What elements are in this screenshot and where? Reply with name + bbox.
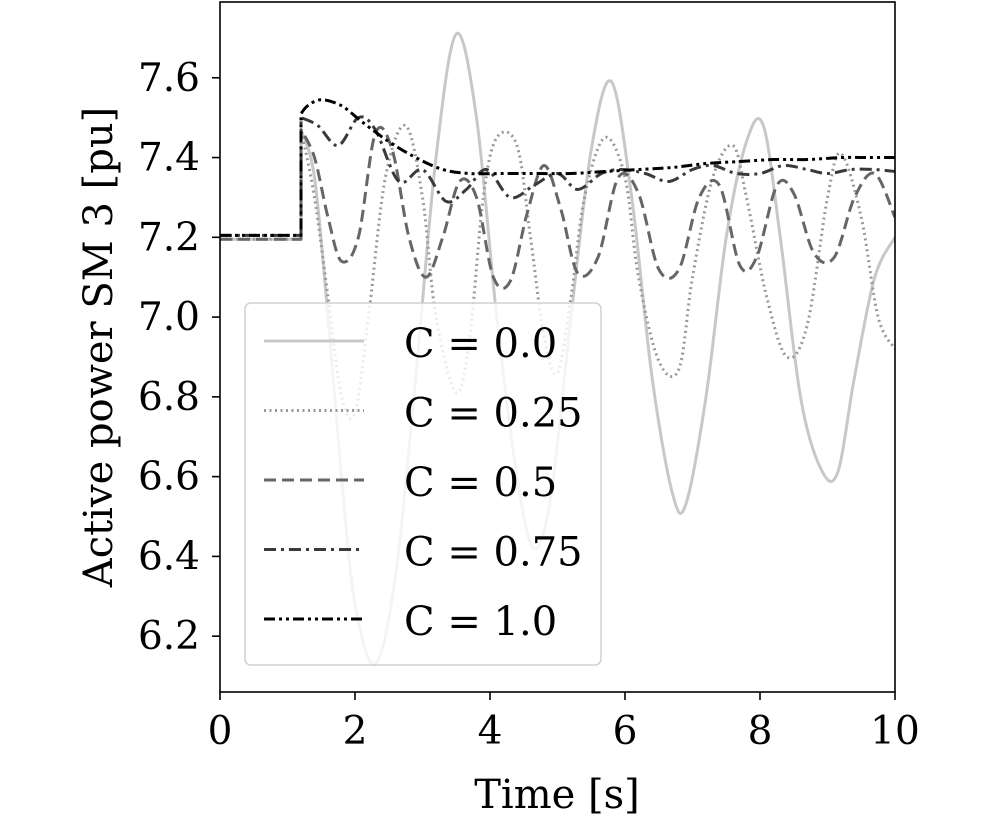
- x-tick-label: 4: [478, 709, 503, 754]
- y-tick-label: 7.2: [138, 215, 200, 260]
- x-tick-label: 10: [870, 709, 920, 754]
- x-axis-title: Time [s]: [474, 772, 640, 818]
- series-line-2: [220, 126, 895, 290]
- series-line-3: [220, 115, 895, 237]
- legend-label-2: C = 0.5: [404, 460, 557, 506]
- legend-items: C = 0.0 C = 0.25 C = 0.5 C = 0.75 C = 1.0: [264, 321, 583, 645]
- y-tick-label: 6.8: [138, 375, 200, 420]
- x-tick-label: 8: [748, 709, 773, 754]
- plot-frame: [219, 1, 896, 693]
- y-tick-label: 6.2: [138, 614, 200, 659]
- y-tick-label: 7.0: [138, 295, 200, 340]
- ticks-layer: 0 2 4 6 8 10 6.2 6.4 6.6 6.8 7.0 7.2 7.4 7.6: [138, 56, 920, 754]
- x-tick-label: 2: [343, 709, 368, 754]
- y-tick-label: 7.6: [138, 56, 200, 101]
- x-tick-label: 6: [613, 709, 638, 754]
- legend-label-4: C = 1.0: [404, 599, 557, 645]
- legend: C = 0.0 C = 0.25 C = 0.5 C = 0.75 C = 1.0: [244, 302, 602, 666]
- legend-frame: [244, 302, 602, 666]
- y-axis-title: Active power SM 3 [pu]: [76, 107, 122, 588]
- legend-label-3: C = 0.75: [404, 530, 583, 576]
- y-tick-label: 6.6: [138, 455, 200, 500]
- x-tick-label: 0: [208, 709, 233, 754]
- series-line-4: [220, 98, 895, 237]
- y-tick-label: 6.4: [138, 534, 200, 579]
- legend-label-0: C = 0.0: [404, 321, 557, 367]
- y-tick-label: 7.4: [138, 136, 200, 181]
- legend-label-1: C = 0.25: [404, 391, 583, 437]
